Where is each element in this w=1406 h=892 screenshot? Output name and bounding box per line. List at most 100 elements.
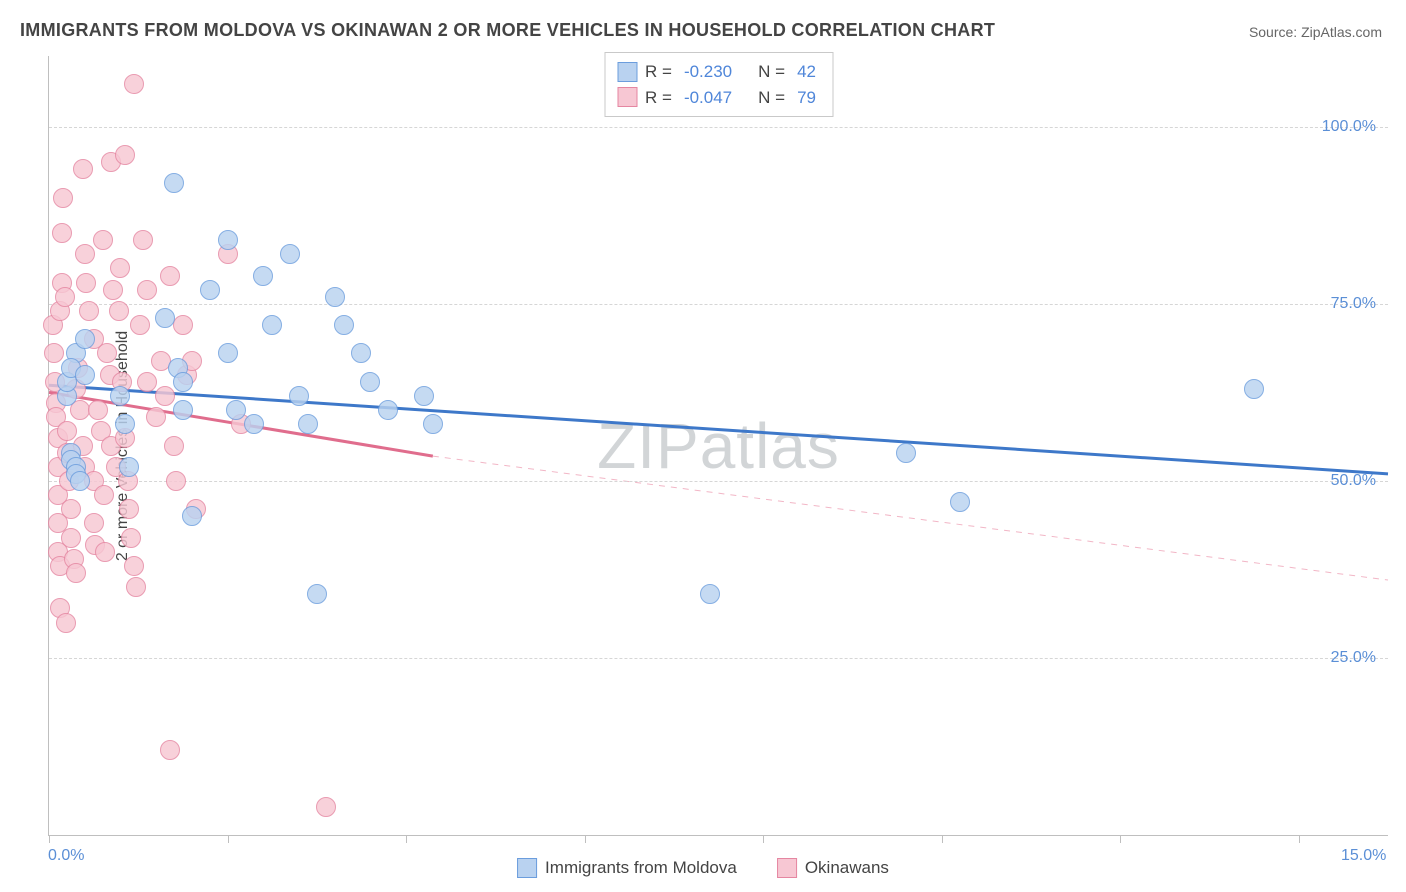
series-legend: Immigrants from Moldova Okinawans	[517, 858, 889, 878]
data-point	[182, 506, 202, 526]
x-tick	[228, 835, 229, 843]
regression-lines	[49, 56, 1388, 835]
legend-swatch-blue	[617, 62, 637, 82]
data-point	[115, 145, 135, 165]
x-tick	[1299, 835, 1300, 843]
data-point	[73, 159, 93, 179]
data-point	[61, 499, 81, 519]
data-point	[164, 436, 184, 456]
data-point	[218, 343, 238, 363]
r-value-okinawans: -0.047	[684, 85, 732, 111]
data-point	[700, 584, 720, 604]
source-link[interactable]: ZipAtlas.com	[1301, 24, 1382, 40]
data-point	[244, 414, 264, 434]
legend-label-okinawans: Okinawans	[805, 858, 889, 878]
r-label: R =	[645, 59, 672, 85]
data-point	[155, 308, 175, 328]
x-axis-min-label: 0.0%	[48, 847, 84, 865]
data-point	[325, 287, 345, 307]
data-point	[75, 329, 95, 349]
y-tick-label: 50.0%	[1331, 472, 1376, 490]
data-point	[75, 244, 95, 264]
data-point	[423, 414, 443, 434]
source-attribution: Source: ZipAtlas.com	[1249, 24, 1382, 40]
data-point	[55, 287, 75, 307]
data-point	[124, 74, 144, 94]
data-point	[160, 740, 180, 760]
data-point	[414, 386, 434, 406]
chart-title: IMMIGRANTS FROM MOLDOVA VS OKINAWAN 2 OR…	[20, 20, 995, 41]
data-point	[160, 266, 180, 286]
legend-swatch-pink	[617, 87, 637, 107]
data-point	[155, 386, 175, 406]
legend-row-okinawans: R = -0.047 N = 79	[617, 85, 820, 111]
legend-item-moldova: Immigrants from Moldova	[517, 858, 737, 878]
legend-label-moldova: Immigrants from Moldova	[545, 858, 737, 878]
x-tick	[406, 835, 407, 843]
data-point	[94, 485, 114, 505]
data-point	[95, 542, 115, 562]
data-point	[173, 400, 193, 420]
data-point	[119, 499, 139, 519]
data-point	[164, 173, 184, 193]
y-tick-label: 75.0%	[1331, 295, 1376, 313]
data-point	[226, 400, 246, 420]
data-point	[137, 280, 157, 300]
data-point	[75, 365, 95, 385]
watermark: ZIPatlas	[597, 409, 840, 483]
scatter-chart: ZIPatlas R = -0.230 N = 42 R = -0.047 N …	[48, 56, 1388, 836]
legend-swatch-pink	[777, 858, 797, 878]
data-point	[298, 414, 318, 434]
data-point	[56, 613, 76, 633]
grid-line	[49, 658, 1388, 659]
source-label: Source:	[1249, 24, 1297, 40]
data-point	[70, 471, 90, 491]
n-value-okinawans: 79	[797, 85, 816, 111]
data-point	[76, 273, 96, 293]
data-point	[126, 577, 146, 597]
data-point	[110, 258, 130, 278]
data-point	[896, 443, 916, 463]
r-label: R =	[645, 85, 672, 111]
x-tick	[942, 835, 943, 843]
data-point	[66, 563, 86, 583]
data-point	[307, 584, 327, 604]
data-point	[334, 315, 354, 335]
data-point	[173, 372, 193, 392]
grid-line	[49, 304, 1388, 305]
data-point	[280, 244, 300, 264]
data-point	[97, 343, 117, 363]
y-tick-label: 100.0%	[1322, 118, 1376, 136]
grid-line	[49, 481, 1388, 482]
legend-row-moldova: R = -0.230 N = 42	[617, 59, 820, 85]
data-point	[378, 400, 398, 420]
data-point	[253, 266, 273, 286]
data-point	[115, 414, 135, 434]
data-point	[52, 223, 72, 243]
data-point	[950, 492, 970, 512]
n-value-moldova: 42	[797, 59, 816, 85]
y-tick-label: 25.0%	[1331, 649, 1376, 667]
data-point	[103, 280, 123, 300]
data-point	[109, 301, 129, 321]
data-point	[93, 230, 113, 250]
data-point	[57, 421, 77, 441]
data-point	[119, 457, 139, 477]
data-point	[173, 315, 193, 335]
data-point	[218, 230, 238, 250]
data-point	[44, 343, 64, 363]
data-point	[110, 386, 130, 406]
data-point	[289, 386, 309, 406]
data-point	[1244, 379, 1264, 399]
data-point	[133, 230, 153, 250]
data-point	[166, 471, 186, 491]
data-point	[200, 280, 220, 300]
data-point	[53, 188, 73, 208]
data-point	[146, 407, 166, 427]
legend-swatch-blue	[517, 858, 537, 878]
n-label: N =	[758, 85, 785, 111]
correlation-legend: R = -0.230 N = 42 R = -0.047 N = 79	[604, 52, 833, 117]
data-point	[84, 513, 104, 533]
data-point	[316, 797, 336, 817]
x-tick	[763, 835, 764, 843]
